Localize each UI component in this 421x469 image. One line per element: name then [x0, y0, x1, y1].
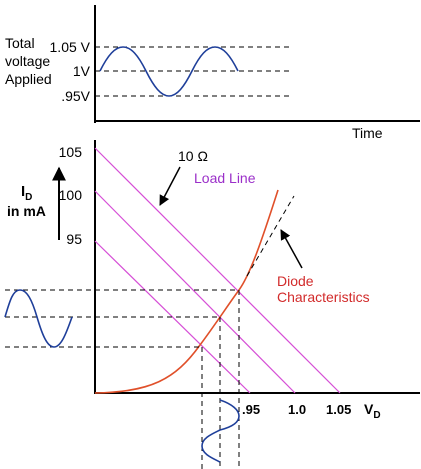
resistance-label: 10 Ω [178, 148, 208, 164]
load-line-1-05 [94, 147, 341, 394]
x-tick-1-0: 1.0 [288, 402, 306, 417]
load-line-0-95 [94, 240, 251, 394]
top-ylabel-line-1: Total [5, 35, 35, 51]
id-subscript: D [25, 192, 32, 203]
diode-tangent-line [246, 195, 295, 277]
id-axis-label: ID [21, 183, 32, 203]
applied-voltage-sine [99, 46, 239, 97]
resistance-arrow [159, 166, 181, 206]
diode-label-arrow [280, 229, 303, 269]
y-tick-95: 95 [66, 231, 82, 247]
vd-axis-label: VD [364, 401, 381, 421]
id-unit-label: in mA [7, 203, 46, 219]
vd-symbol: V [364, 401, 374, 417]
output-current-sine [4, 289, 73, 348]
level-label-1-05: 1.05 V [50, 39, 91, 55]
y-tick-100: 100 [59, 187, 83, 203]
time-axis-label: Time [352, 125, 383, 141]
x-tick-0-95: .95 [242, 402, 260, 417]
id-symbol: I [21, 183, 25, 200]
load-line-1-00 [94, 190, 296, 394]
x-tick-1-05: 1.05 [326, 402, 351, 417]
y-tick-105: 105 [59, 144, 83, 160]
main-panel: ID in mA 105 100 95 .95 1.0 1.05 VD 10 Ω… [4, 140, 420, 469]
diode-label-line-2: Characteristics [277, 289, 370, 305]
vd-subscript: D [373, 410, 380, 421]
top-ylabel-line-2: voltage [5, 53, 50, 69]
diode-characteristic-curve [94, 189, 279, 394]
level-label-1-00: 1V [73, 63, 91, 79]
level-label-0-95: .95V [61, 88, 90, 104]
output-voltage-sine [201, 399, 240, 463]
top-panel: Total voltage Applied 1.05 V 1V .95V Tim… [5, 5, 420, 141]
top-ylabel-line-3: Applied [5, 71, 52, 87]
load-line-label: Load Line [194, 170, 256, 186]
diode-label-line-1: Diode [277, 273, 314, 289]
